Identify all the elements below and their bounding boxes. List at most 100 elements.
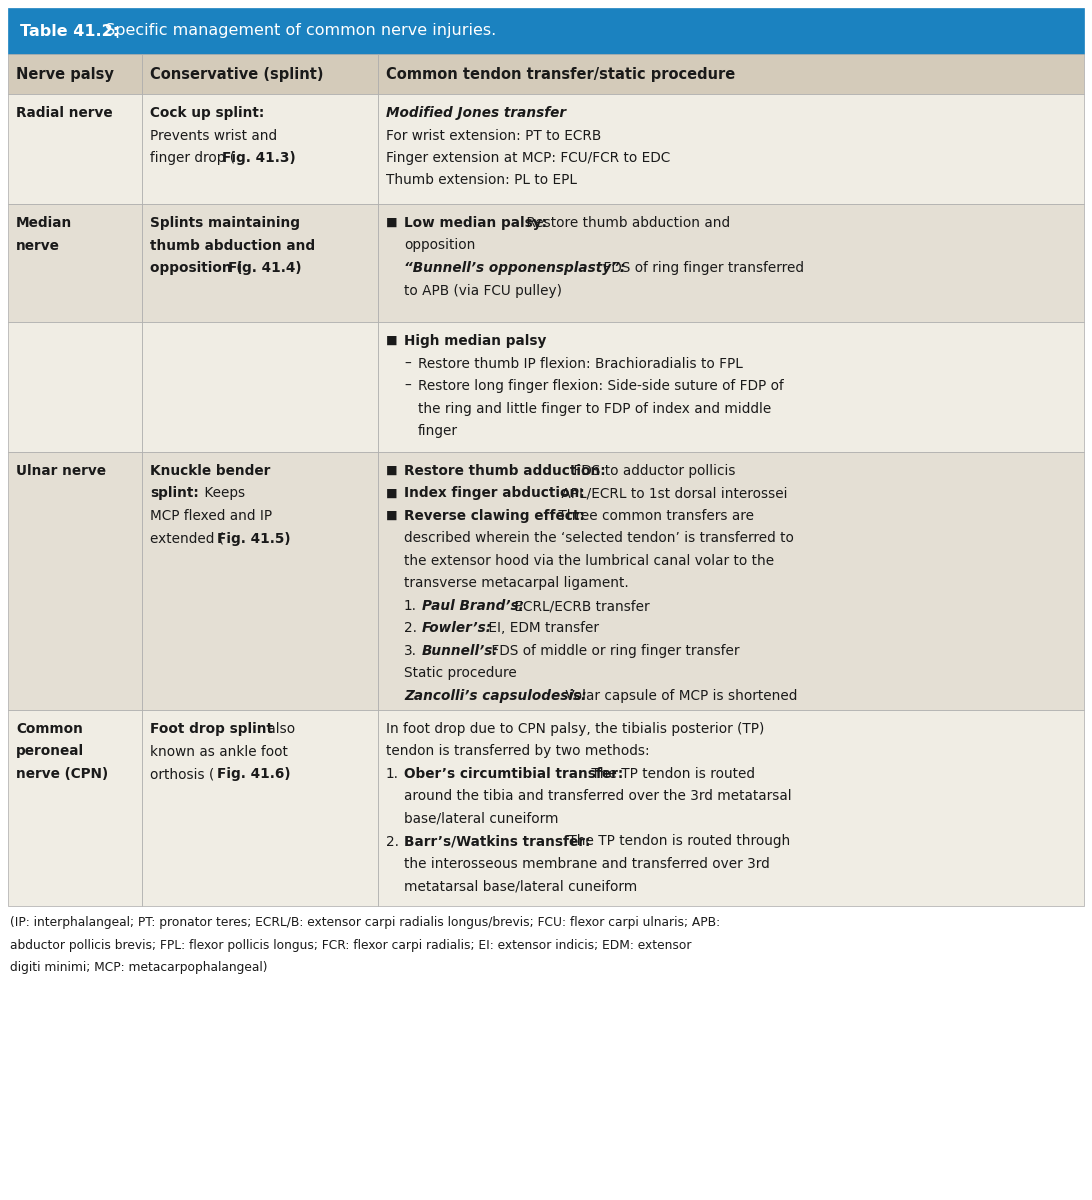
Text: Splints maintaining: Splints maintaining (150, 216, 300, 230)
Text: Conservative (splint): Conservative (splint) (150, 66, 323, 82)
Text: thumb abduction and: thumb abduction and (150, 239, 316, 252)
Text: Restore long finger flexion: Side-side suture of FDP of: Restore long finger flexion: Side-side s… (418, 379, 784, 392)
Text: also: also (263, 722, 295, 736)
Text: described wherein the ‘selected tendon’ is transferred to: described wherein the ‘selected tendon’ … (404, 532, 794, 546)
Bar (8, 8, 1084, 54)
Text: 1.: 1. (385, 767, 399, 781)
Text: Fowler’s:: Fowler’s: (422, 622, 492, 636)
Text: nerve (CPN): nerve (CPN) (16, 767, 108, 781)
Text: Volar capsule of MCP is shortened: Volar capsule of MCP is shortened (561, 689, 797, 703)
Text: “Bunnell’s opponensplasty”:: “Bunnell’s opponensplasty”: (404, 260, 626, 275)
Text: High median palsy: High median palsy (404, 334, 546, 348)
Text: Common tendon transfer/static procedure: Common tendon transfer/static procedure (385, 66, 735, 82)
Text: the interosseous membrane and transferred over 3rd: the interosseous membrane and transferre… (404, 857, 770, 871)
Text: Ober’s circumtibial transfer:: Ober’s circumtibial transfer: (404, 767, 624, 781)
Text: The TP tendon is routed through: The TP tendon is routed through (563, 834, 791, 848)
Text: FDS of ring finger transferred: FDS of ring finger transferred (600, 260, 804, 275)
Text: ■: ■ (385, 216, 397, 229)
Text: tendon is transferred by two methods:: tendon is transferred by two methods: (385, 744, 650, 758)
Text: 2.: 2. (385, 834, 399, 848)
Text: Knuckle bender: Knuckle bender (150, 464, 271, 478)
Bar (378, 54, 1084, 94)
Text: Nerve palsy: Nerve palsy (16, 66, 114, 82)
Text: finger: finger (418, 424, 458, 438)
Text: Ulnar nerve: Ulnar nerve (16, 464, 106, 478)
Bar (142, 452, 378, 710)
Bar (8, 204, 142, 322)
Bar (8, 452, 142, 710)
Text: Reverse clawing effect:: Reverse clawing effect: (404, 509, 584, 523)
Text: Paul Brand’s:: Paul Brand’s: (422, 599, 524, 613)
Text: Fig. 41.3): Fig. 41.3) (222, 151, 296, 164)
Text: 3.: 3. (404, 644, 417, 658)
Text: Common: Common (16, 722, 83, 736)
Text: the ring and little finger to FDP of index and middle: the ring and little finger to FDP of ind… (418, 402, 771, 415)
Text: known as ankle foot: known as ankle foot (150, 744, 288, 758)
Text: Restore thumb adduction:: Restore thumb adduction: (404, 464, 606, 478)
Bar (8, 94, 142, 204)
Text: Radial nerve: Radial nerve (16, 106, 112, 120)
Text: Static procedure: Static procedure (404, 666, 517, 680)
Bar (378, 94, 1084, 204)
Bar (8, 710, 142, 906)
Text: Modified Jones transfer: Modified Jones transfer (385, 106, 566, 120)
Text: For wrist extension: PT to ECRB: For wrist extension: PT to ECRB (385, 128, 602, 143)
Bar (378, 322, 1084, 452)
Text: Cock up splint:: Cock up splint: (150, 106, 264, 120)
Text: peroneal: peroneal (16, 744, 84, 758)
Text: The TP tendon is routed: The TP tendon is routed (587, 767, 755, 781)
Text: ■: ■ (385, 464, 397, 476)
Text: FDS to adductor pollicis: FDS to adductor pollicis (569, 464, 736, 478)
Bar (378, 710, 1084, 906)
Text: MCP flexed and IP: MCP flexed and IP (150, 509, 272, 523)
Bar (142, 710, 378, 906)
Text: finger drop (: finger drop ( (150, 151, 235, 164)
Text: Low median palsy:: Low median palsy: (404, 216, 547, 230)
Text: the extensor hood via the lumbrical canal volar to the: the extensor hood via the lumbrical cana… (404, 554, 774, 568)
Bar (142, 322, 378, 452)
Text: Restore thumb IP flexion: Brachioradialis to FPL: Restore thumb IP flexion: Brachioradiali… (418, 356, 743, 371)
Text: transverse metacarpal ligament.: transverse metacarpal ligament. (404, 576, 629, 590)
Text: Fig. 41.6): Fig. 41.6) (217, 767, 290, 781)
Bar (8, 322, 142, 452)
Text: Restore thumb abduction and: Restore thumb abduction and (522, 216, 731, 230)
Text: digiti minimi; MCP: metacarpophalangeal): digiti minimi; MCP: metacarpophalangeal) (10, 961, 268, 974)
Text: EI, EDM transfer: EI, EDM transfer (484, 622, 600, 636)
Text: ■: ■ (385, 486, 397, 499)
Text: metatarsal base/lateral cuneiform: metatarsal base/lateral cuneiform (404, 880, 638, 894)
Text: to APB (via FCU pulley): to APB (via FCU pulley) (404, 283, 562, 298)
Text: –: – (404, 379, 411, 392)
Text: FDS of middle or ring finger transfer: FDS of middle or ring finger transfer (487, 644, 739, 658)
Text: extended (: extended ( (150, 532, 224, 546)
Text: Thumb extension: PL to EPL: Thumb extension: PL to EPL (385, 174, 577, 187)
Text: 2.: 2. (404, 622, 417, 636)
Bar (378, 204, 1084, 322)
Text: Finger extension at MCP: FCU/FCR to EDC: Finger extension at MCP: FCU/FCR to EDC (385, 151, 670, 164)
Text: –: – (404, 356, 411, 371)
Bar (142, 94, 378, 204)
Text: Foot drop splint: Foot drop splint (150, 722, 273, 736)
Text: In foot drop due to CPN palsy, the tibialis posterior (TP): In foot drop due to CPN palsy, the tibia… (385, 722, 764, 736)
Text: ■: ■ (385, 334, 397, 347)
Text: Three common transfers are: Three common transfers are (554, 509, 753, 523)
Bar (142, 204, 378, 322)
Text: nerve: nerve (16, 239, 60, 252)
Text: ECRL/ECRB transfer: ECRL/ECRB transfer (510, 599, 650, 613)
Text: Prevents wrist and: Prevents wrist and (150, 128, 277, 143)
Text: Table 41.2:: Table 41.2: (20, 24, 119, 38)
Text: Barr’s/Watkins transfer:: Barr’s/Watkins transfer: (404, 834, 591, 848)
Text: 1.: 1. (404, 599, 417, 613)
Bar (142, 54, 378, 94)
Text: Specific management of common nerve injuries.: Specific management of common nerve inju… (100, 24, 496, 38)
Bar (378, 452, 1084, 710)
Text: splint:: splint: (150, 486, 199, 500)
Text: opposition (: opposition ( (150, 260, 242, 275)
Text: Bunnell’s:: Bunnell’s: (422, 644, 499, 658)
Text: Fig. 41.5): Fig. 41.5) (217, 532, 290, 546)
Text: Fig. 41.4): Fig. 41.4) (228, 260, 301, 275)
Text: abductor pollicis brevis; FPL: flexor pollicis longus; FCR: flexor carpi radiali: abductor pollicis brevis; FPL: flexor po… (10, 938, 691, 952)
Bar (8, 54, 142, 94)
Text: around the tibia and transferred over the 3rd metatarsal: around the tibia and transferred over th… (404, 790, 792, 804)
Text: Zancolli’s capsulodesis:: Zancolli’s capsulodesis: (404, 689, 586, 703)
Text: opposition: opposition (404, 239, 475, 252)
